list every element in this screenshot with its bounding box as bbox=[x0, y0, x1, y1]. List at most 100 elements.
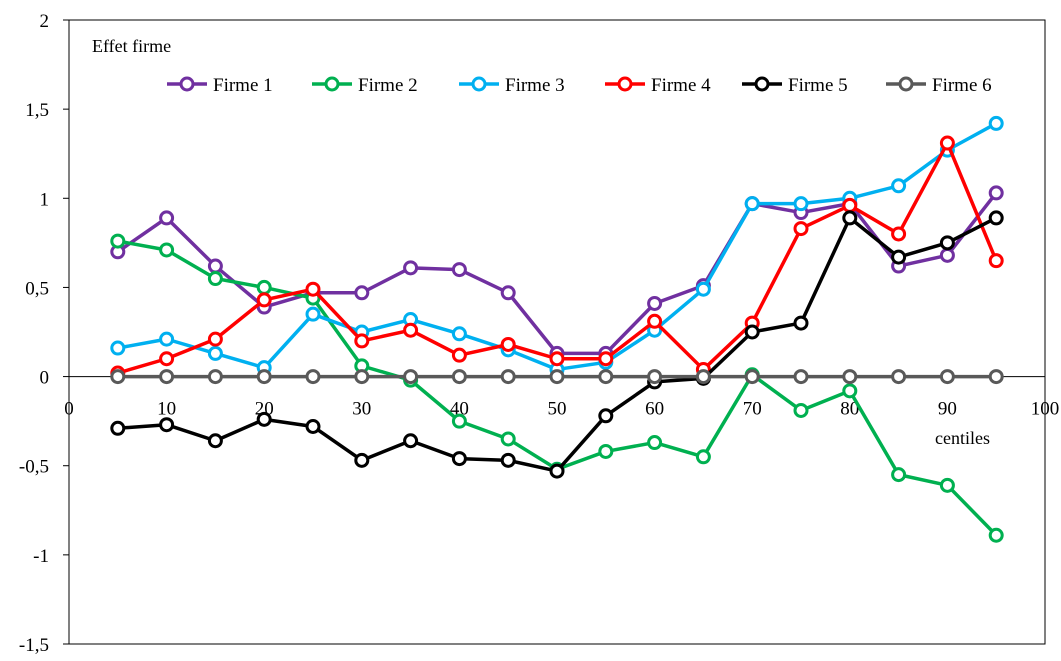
data-point bbox=[256, 411, 272, 427]
data-point bbox=[598, 443, 614, 459]
data-point bbox=[842, 210, 858, 226]
data-point bbox=[939, 135, 955, 151]
data-point bbox=[891, 226, 907, 242]
legend-item: Firme 4 bbox=[605, 75, 711, 96]
series-line bbox=[116, 191, 998, 356]
y-tick-label: 0,5 bbox=[25, 278, 49, 299]
y-tick-label: -1,5 bbox=[19, 635, 49, 656]
data-point bbox=[354, 285, 370, 301]
data-point bbox=[939, 247, 955, 263]
data-point bbox=[207, 258, 223, 274]
data-point bbox=[939, 235, 955, 251]
data-point bbox=[988, 185, 1004, 201]
data-point bbox=[598, 408, 614, 424]
legend-marker bbox=[179, 76, 195, 92]
legend-marker bbox=[617, 76, 633, 92]
x-tick-label: 30 bbox=[352, 399, 371, 420]
x-tick-label: 80 bbox=[840, 399, 859, 420]
legend-item: Firme 6 bbox=[886, 75, 992, 96]
data-point bbox=[500, 336, 516, 352]
data-point bbox=[891, 178, 907, 194]
x-tick-label: 40 bbox=[450, 399, 469, 420]
data-point bbox=[842, 383, 858, 399]
legend-marker bbox=[471, 76, 487, 92]
series-line bbox=[117, 216, 997, 473]
data-point bbox=[500, 452, 516, 468]
data-point bbox=[159, 242, 175, 258]
x-tick-label: 90 bbox=[938, 399, 957, 420]
data-point bbox=[110, 233, 126, 249]
series-3 bbox=[110, 115, 1004, 377]
data-point bbox=[451, 413, 467, 429]
data-point bbox=[207, 369, 223, 385]
legend-marker bbox=[754, 76, 770, 92]
series-line bbox=[117, 239, 998, 537]
data-point bbox=[695, 369, 711, 385]
series-4 bbox=[110, 135, 1004, 381]
data-point bbox=[793, 402, 809, 418]
series-line bbox=[117, 141, 998, 375]
x-tick-label: 10 bbox=[157, 399, 176, 420]
legend-label: Firme 5 bbox=[788, 75, 848, 96]
y-tick-label: 1,5 bbox=[25, 100, 49, 121]
data-point bbox=[744, 369, 760, 385]
data-point bbox=[110, 340, 126, 356]
data-point bbox=[305, 369, 321, 385]
data-point bbox=[451, 451, 467, 467]
data-point bbox=[207, 271, 223, 287]
data-point bbox=[500, 431, 516, 447]
data-point bbox=[159, 331, 175, 347]
data-point bbox=[305, 306, 321, 322]
plot-frame bbox=[68, 19, 1046, 645]
legend-label: Firme 6 bbox=[932, 75, 992, 96]
data-point bbox=[988, 115, 1004, 131]
x-tick-label: 70 bbox=[743, 399, 762, 420]
data-point bbox=[549, 463, 565, 479]
data-point bbox=[207, 345, 223, 361]
series-1 bbox=[110, 185, 1004, 361]
data-point bbox=[695, 449, 711, 465]
data-point bbox=[403, 260, 419, 276]
y-tick-label: 1 bbox=[40, 189, 50, 210]
legend-item: Firme 2 bbox=[312, 75, 418, 96]
y-tick-label: -1 bbox=[33, 546, 49, 567]
data-point bbox=[256, 369, 272, 385]
x-axis-title: centiles bbox=[935, 428, 990, 448]
data-point bbox=[939, 369, 955, 385]
legend-marker bbox=[898, 76, 914, 92]
y-tick-label: 2 bbox=[40, 11, 50, 32]
series-line bbox=[117, 121, 998, 372]
legend-label: Firme 1 bbox=[213, 75, 273, 96]
x-tick-label: 60 bbox=[645, 399, 664, 420]
legend-marker bbox=[324, 76, 340, 92]
data-point bbox=[110, 420, 126, 436]
data-point bbox=[159, 369, 175, 385]
series-5 bbox=[110, 210, 1004, 479]
data-point bbox=[647, 369, 663, 385]
axes: -1,5-1-0,500,511,520 10 20 30 40 50 60 70 80 90 10… bbox=[19, 11, 1059, 656]
data-point bbox=[451, 347, 467, 363]
data-point bbox=[598, 351, 614, 367]
data-point bbox=[891, 467, 907, 483]
data-point bbox=[695, 281, 711, 297]
data-point bbox=[793, 369, 809, 385]
data-point bbox=[500, 369, 516, 385]
data-point bbox=[549, 369, 565, 385]
data-point bbox=[256, 279, 272, 295]
data-point bbox=[110, 369, 126, 385]
data-point bbox=[207, 433, 223, 449]
data-point bbox=[159, 351, 175, 367]
data-point bbox=[647, 313, 663, 329]
y-axis-title: Effet firme bbox=[92, 36, 171, 56]
x-tick-label: 50 bbox=[548, 399, 567, 420]
data-point bbox=[647, 435, 663, 451]
data-point bbox=[500, 285, 516, 301]
data-point bbox=[403, 433, 419, 449]
data-point bbox=[891, 369, 907, 385]
data-point bbox=[354, 452, 370, 468]
data-point bbox=[891, 249, 907, 265]
data-point bbox=[159, 417, 175, 433]
data-point bbox=[403, 322, 419, 338]
data-point bbox=[842, 369, 858, 385]
legend: Firme 1 Firme 2 Firme 3 Firme 4 Firme 5 Firme… bbox=[167, 75, 992, 96]
